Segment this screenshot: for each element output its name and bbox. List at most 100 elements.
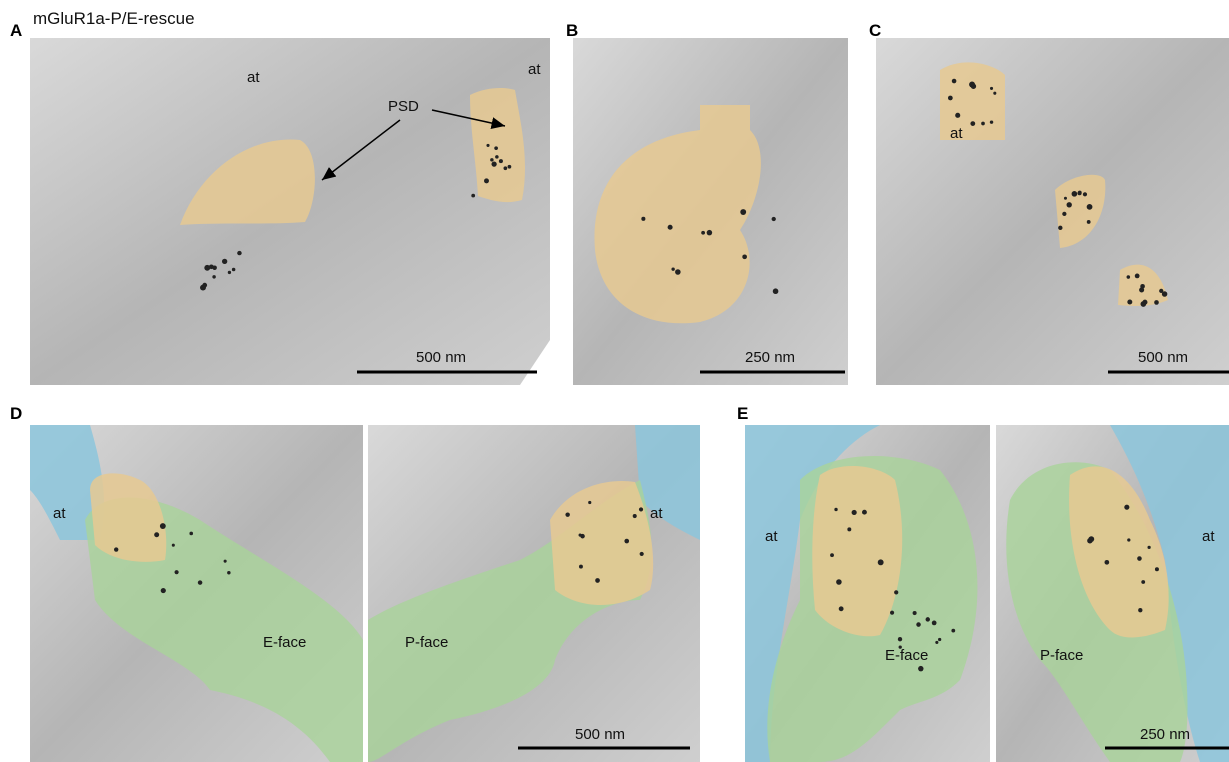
particle xyxy=(499,159,503,163)
particle xyxy=(491,161,496,166)
particle xyxy=(1104,560,1109,565)
particle xyxy=(565,512,569,516)
panel-b: 250 nm xyxy=(573,38,848,385)
particle xyxy=(830,553,834,557)
particle xyxy=(1155,567,1159,571)
particle xyxy=(773,288,779,294)
particle xyxy=(742,255,747,260)
particle xyxy=(834,508,837,511)
particle xyxy=(1141,301,1147,307)
particle xyxy=(1127,538,1130,541)
particle xyxy=(671,267,674,270)
panel-c: at 500 nm xyxy=(876,38,1229,385)
figure-title: mGluR1a-P/E-rescue xyxy=(33,9,195,28)
particle xyxy=(161,588,166,593)
particle xyxy=(938,638,941,641)
particle xyxy=(926,617,930,621)
scale-bar-label: 250 nm xyxy=(1140,726,1190,743)
psd-region xyxy=(470,88,525,202)
particle xyxy=(1083,192,1087,196)
particle xyxy=(935,641,938,644)
panel-letter: C xyxy=(869,21,881,40)
particle xyxy=(772,217,776,221)
particle xyxy=(918,666,923,671)
particle xyxy=(490,158,493,161)
particle xyxy=(1162,291,1167,296)
particle xyxy=(114,547,118,551)
particle xyxy=(508,165,512,169)
particle xyxy=(990,120,993,123)
label: at xyxy=(247,69,260,86)
particle xyxy=(932,621,937,626)
particle xyxy=(970,121,975,126)
particle xyxy=(668,225,673,230)
panel-letter: B xyxy=(566,21,578,40)
particle xyxy=(639,507,643,511)
particle xyxy=(1067,202,1072,207)
particle xyxy=(633,514,637,518)
particle xyxy=(1127,299,1132,304)
figure: A mGluR1a-P/E-rescue at at PSD 500 nm B … xyxy=(0,0,1229,762)
scale-bar-label: 500 nm xyxy=(575,726,625,743)
particle xyxy=(1088,536,1094,542)
particle xyxy=(993,92,996,95)
particle xyxy=(1137,556,1142,561)
particle xyxy=(1087,204,1093,210)
micrograph xyxy=(876,38,1229,385)
particle xyxy=(209,264,214,269)
particle xyxy=(154,532,159,537)
panel-letter: E xyxy=(737,404,748,423)
particle xyxy=(1058,226,1062,230)
particle xyxy=(1139,287,1144,292)
particle xyxy=(1087,220,1091,224)
particle xyxy=(1138,608,1142,612)
particle xyxy=(1124,505,1129,510)
particle xyxy=(1135,273,1140,278)
particle xyxy=(486,144,489,147)
particle xyxy=(640,552,644,556)
particle xyxy=(955,113,960,118)
particle xyxy=(916,622,921,627)
panel-d: at at E-face P-face 500 nm xyxy=(30,425,700,762)
particle xyxy=(212,275,215,278)
particle xyxy=(484,178,489,183)
particle xyxy=(740,209,746,215)
particle xyxy=(898,637,902,641)
particle xyxy=(707,230,713,236)
particle xyxy=(222,259,227,264)
panel-letter: A xyxy=(10,21,22,40)
particle xyxy=(1127,275,1131,279)
label: at xyxy=(765,528,778,545)
label: at xyxy=(950,125,963,142)
particle xyxy=(1077,191,1081,195)
label: PSD xyxy=(388,98,419,115)
particle xyxy=(913,611,917,615)
particle xyxy=(200,285,206,291)
panel-letter: D xyxy=(10,404,22,423)
label: P-face xyxy=(405,634,448,651)
particle xyxy=(894,590,898,594)
particle xyxy=(1062,212,1066,216)
particle xyxy=(495,155,499,159)
particle xyxy=(899,646,902,649)
psd-region xyxy=(812,466,902,636)
particle xyxy=(471,194,475,198)
particle xyxy=(971,84,976,89)
panel-e: at at E-face P-face 250 nm xyxy=(745,425,1229,762)
particle xyxy=(852,510,857,515)
scale-bar-label: 250 nm xyxy=(745,349,795,366)
particle xyxy=(198,580,203,585)
label: E-face xyxy=(885,647,928,664)
particle xyxy=(237,251,241,255)
particle xyxy=(862,510,867,515)
particle xyxy=(228,271,231,274)
particle xyxy=(990,87,993,90)
particle xyxy=(579,534,582,537)
particle xyxy=(675,269,681,275)
particle xyxy=(579,565,583,569)
particle xyxy=(839,606,844,611)
particle xyxy=(847,527,851,531)
label: at xyxy=(528,61,541,78)
particle xyxy=(1147,546,1150,549)
particle xyxy=(494,146,498,150)
